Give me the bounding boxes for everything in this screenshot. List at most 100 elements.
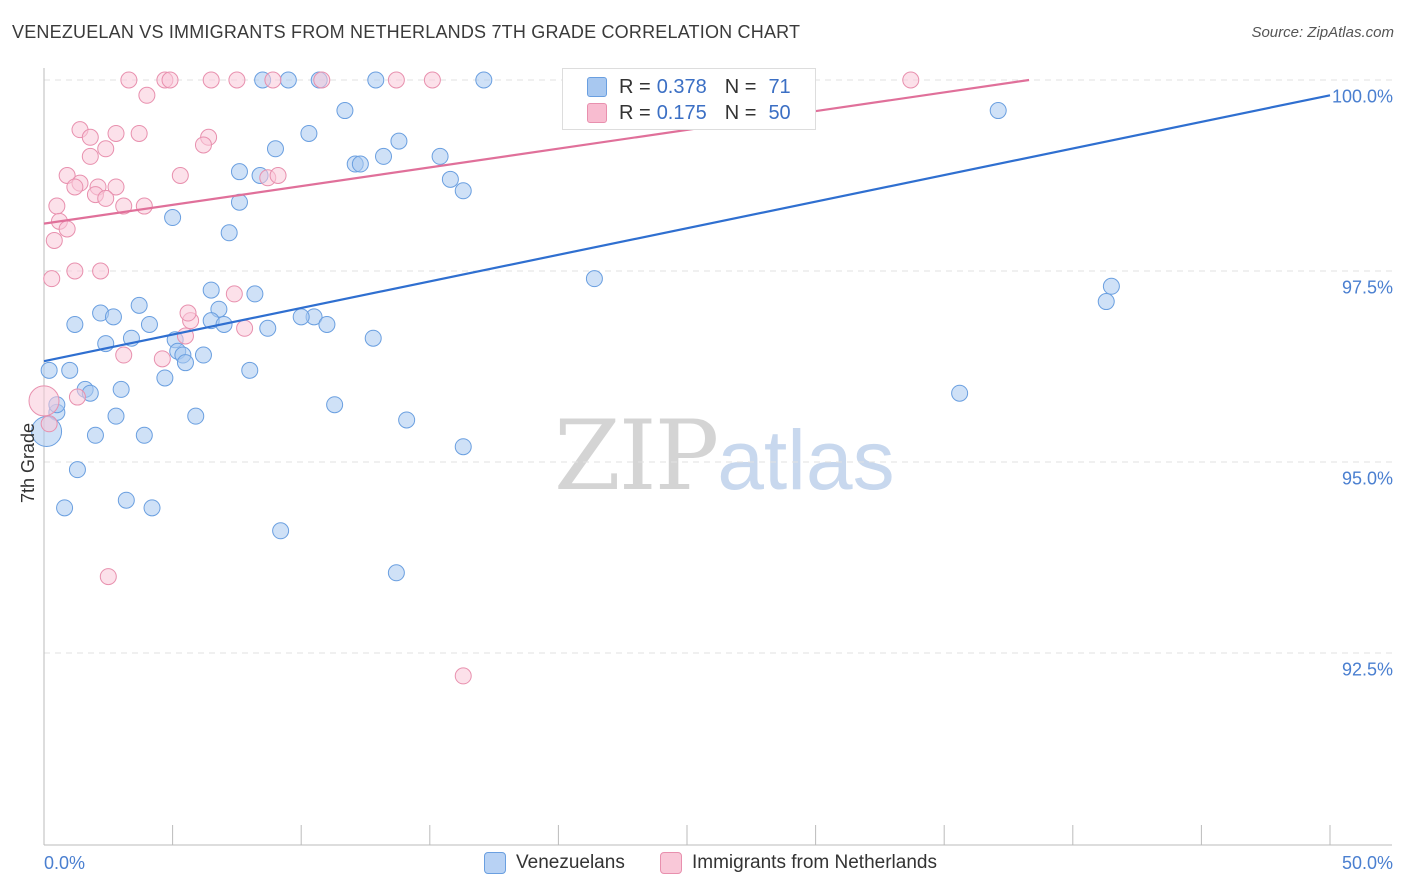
data-point[interactable] — [292, 308, 310, 326]
data-point[interactable] — [130, 124, 148, 142]
data-point[interactable] — [902, 71, 920, 89]
data-point[interactable] — [187, 407, 205, 425]
data-point[interactable] — [45, 231, 63, 249]
data-point[interactable] — [246, 285, 264, 303]
data-point[interactable] — [194, 136, 212, 154]
data-point[interactable] — [951, 384, 969, 402]
data-point[interactable] — [66, 315, 84, 333]
trend-line-netherlands — [43, 78, 1030, 225]
data-point[interactable] — [202, 71, 220, 89]
data-point[interactable] — [228, 71, 246, 89]
data-point[interactable] — [326, 396, 344, 414]
data-point[interactable] — [176, 354, 194, 372]
data-point[interactable] — [115, 197, 133, 215]
data-point[interactable] — [454, 667, 472, 685]
data-point[interactable] — [107, 407, 125, 425]
data-point[interactable] — [269, 167, 287, 184]
data-point[interactable] — [43, 270, 61, 288]
y-tick-label: 92.5% — [1342, 659, 1393, 679]
data-point[interactable] — [989, 102, 1007, 120]
watermark-zip: ZIP — [554, 400, 719, 512]
data-point[interactable] — [66, 262, 84, 280]
data-point[interactable] — [390, 132, 408, 150]
data-point[interactable] — [230, 163, 248, 181]
data-point[interactable] — [398, 411, 416, 429]
data-point[interactable] — [140, 315, 158, 333]
data-point[interactable] — [259, 319, 277, 337]
data-point[interactable] — [81, 147, 99, 165]
data-point[interactable] — [454, 438, 472, 456]
data-point[interactable] — [61, 361, 79, 379]
data-point[interactable] — [112, 380, 130, 398]
data-point[interactable] — [375, 147, 393, 165]
y-tick-label: 100.0% — [1332, 86, 1393, 106]
data-point[interactable] — [92, 262, 110, 280]
data-point[interactable] — [56, 499, 74, 517]
legend-item-netherlands[interactable]: Immigrants from Netherlands — [660, 852, 937, 874]
legend-r-label: R = — [619, 75, 651, 98]
data-point[interactable] — [81, 128, 99, 146]
data-point[interactable] — [130, 296, 148, 314]
data-point[interactable] — [475, 71, 493, 89]
data-point[interactable] — [40, 361, 58, 379]
data-point[interactable] — [441, 170, 459, 188]
data-point[interactable] — [48, 197, 66, 215]
data-point[interactable] — [99, 568, 117, 586]
data-point[interactable] — [117, 491, 135, 509]
data-point[interactable] — [585, 270, 603, 288]
data-point[interactable] — [68, 388, 86, 406]
data-point[interactable] — [431, 147, 449, 165]
data-point[interactable] — [104, 308, 122, 326]
data-point[interactable] — [336, 102, 354, 120]
data-point[interactable] — [313, 71, 331, 89]
data-point[interactable] — [153, 350, 171, 368]
data-point[interactable] — [97, 189, 115, 207]
data-point[interactable] — [115, 346, 133, 364]
data-point[interactable] — [86, 426, 104, 444]
data-point[interactable] — [236, 319, 254, 337]
legend-item-venezuelans[interactable]: Venezuelans — [484, 852, 625, 874]
data-point[interactable] — [1097, 293, 1115, 311]
x-tick-label-max: 50.0% — [1342, 853, 1393, 873]
data-point[interactable] — [194, 346, 212, 364]
data-point[interactable] — [272, 522, 290, 540]
data-point[interactable] — [28, 385, 60, 417]
data-point[interactable] — [156, 369, 174, 387]
data-point[interactable] — [279, 71, 297, 89]
data-point[interactable] — [97, 140, 115, 158]
data-point[interactable] — [318, 315, 336, 333]
data-point[interactable] — [138, 86, 156, 104]
data-point[interactable] — [143, 499, 161, 517]
data-point[interactable] — [40, 415, 58, 433]
data-point[interactable] — [107, 124, 125, 142]
legend-label-netherlands: Immigrants from Netherlands — [692, 852, 937, 873]
data-point[interactable] — [387, 71, 405, 89]
data-point[interactable] — [135, 426, 153, 444]
data-point[interactable] — [387, 564, 405, 582]
data-point[interactable] — [107, 178, 125, 196]
data-point[interactable] — [135, 197, 153, 215]
data-point[interactable] — [423, 71, 441, 89]
data-point[interactable] — [300, 124, 318, 142]
data-point[interactable] — [266, 140, 284, 158]
data-point[interactable] — [171, 167, 189, 184]
data-point[interactable] — [120, 71, 138, 89]
data-point[interactable] — [1102, 277, 1120, 295]
data-point[interactable] — [264, 71, 282, 89]
data-point[interactable] — [364, 329, 382, 347]
legend-row-netherlands: R = 0.175 N = 50 — [587, 101, 791, 125]
data-point[interactable] — [58, 220, 76, 238]
data-point[interactable] — [202, 281, 220, 299]
data-point[interactable] — [220, 224, 238, 242]
data-point[interactable] — [351, 155, 369, 173]
data-point[interactable] — [367, 71, 385, 89]
data-point[interactable] — [241, 361, 259, 379]
data-point[interactable] — [225, 285, 243, 303]
data-point[interactable] — [454, 182, 472, 200]
data-point[interactable] — [68, 461, 86, 479]
source-label[interactable]: Source: ZipAtlas.com — [1251, 24, 1394, 41]
data-point[interactable] — [179, 304, 197, 322]
data-point[interactable] — [161, 71, 179, 89]
data-point[interactable] — [66, 178, 84, 196]
data-point[interactable] — [164, 209, 182, 227]
